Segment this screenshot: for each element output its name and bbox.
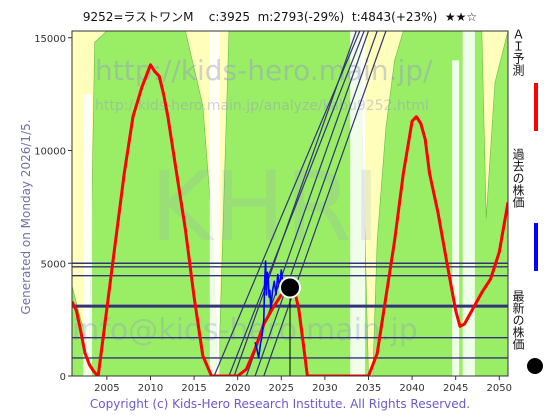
trend-line — [233, 31, 357, 376]
watermark-email: info@kids-hero.main.jp — [72, 313, 418, 348]
y-tick-label: 10000 — [34, 147, 66, 158]
x-tick-label: 2010 — [138, 383, 163, 394]
x-tick-label: 2025 — [269, 383, 294, 394]
gap-band — [83, 94, 93, 376]
legend-latest-label: 最新の株価 — [511, 290, 525, 350]
copyright: Copyright (c) Kids-Hero Research Institu… — [89, 397, 471, 411]
gap-band — [209, 31, 220, 376]
x-tick-label: 2020 — [225, 383, 250, 394]
legend-ai-swatch — [534, 83, 538, 131]
watermark-url: http://kids-hero.main.jp/ — [95, 54, 433, 87]
x-tick-label: 2040 — [399, 383, 424, 394]
trend-line — [263, 31, 387, 376]
legend-latest-dot — [527, 358, 543, 374]
legend-past: 過去の株価 — [510, 148, 550, 278]
y-tick-label: 15000 — [34, 34, 66, 45]
x-tick-label: 2035 — [356, 383, 381, 394]
legend-ai-label: ＡＩ予測 — [511, 28, 525, 76]
chart-title: 9252=ラストワンM c:3925 m:2793(-29%) t:4843(+… — [82, 10, 478, 24]
latest-price-dot — [279, 276, 301, 299]
legend-past-swatch — [534, 223, 538, 271]
legend-latest: 最新の株価 — [510, 290, 550, 390]
trend-line — [228, 31, 365, 376]
watermark-logo: KHRI — [150, 151, 380, 263]
plot-frame — [71, 30, 509, 377]
y-tick-label: 5000 — [41, 259, 66, 270]
legend-past-label: 過去の株価 — [511, 148, 525, 208]
x-tick-label: 2005 — [94, 383, 119, 394]
x-tick-label: 2030 — [312, 383, 337, 394]
trend-line — [254, 31, 378, 376]
watermark-url-2: http://kids-hero.main.jp/analyze/kabu925… — [95, 98, 429, 114]
gap-band — [350, 31, 365, 376]
x-tick-label: 2045 — [443, 383, 468, 394]
prediction-band — [218, 31, 369, 376]
x-tick-label: 2015 — [181, 383, 206, 394]
gap-band — [452, 60, 460, 376]
x-tick-label: 2050 — [487, 383, 512, 394]
gap-band — [462, 31, 475, 376]
legend-ai: ＡＩ予測 — [510, 28, 550, 138]
legend: ＡＩ予測 過去の株価 最新の株価 — [510, 28, 550, 388]
y-tick-label: 0 — [60, 372, 66, 383]
